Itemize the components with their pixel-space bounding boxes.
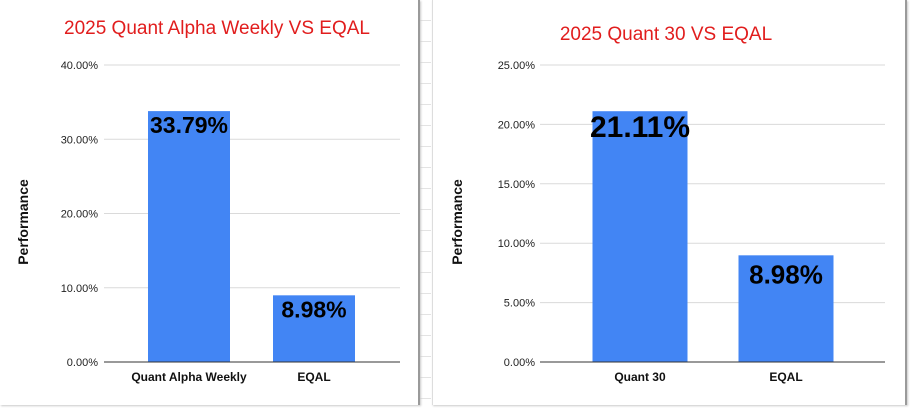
data-label: 8.98%	[749, 259, 823, 289]
bar-eqal[interactable]	[738, 255, 834, 362]
chart-title: 2025 Quant 30 VS EQAL	[560, 24, 772, 45]
data-label: 8.98%	[281, 296, 346, 322]
y-tick-label: 0.00%	[67, 357, 98, 369]
data-label: 33.79%	[150, 112, 228, 138]
chart-svg-quant-alpha: 2025 Quant Alpha Weekly VS EQAL 0.00% 10.0…	[15, 18, 400, 384]
x-category-label: Quant 30	[614, 370, 666, 384]
sheet-gridlines-gap	[420, 0, 431, 409]
y-tick-label: 20.00%	[61, 209, 99, 221]
x-category-label: Quant Alpha Weekly	[131, 370, 247, 384]
chart-panel-quant-30[interactable]: 2025 Quant 30 VS EQAL 0.00% 5.00% 10.00% 15.…	[432, 0, 907, 405]
bar-quant-30[interactable]	[592, 111, 688, 363]
bar-quant-alpha-weekly[interactable]	[148, 111, 230, 362]
y-axis-title: Performance	[15, 179, 31, 265]
y-tick-label: 25.00%	[498, 60, 536, 72]
y-tick-label: 10.00%	[498, 238, 536, 250]
y-tick-label: 30.00%	[61, 134, 99, 146]
bar-eqal[interactable]	[273, 295, 355, 362]
chart-title: 2025 Quant Alpha Weekly VS EQAL	[64, 18, 370, 39]
x-category-label: EQAL	[297, 370, 330, 384]
y-tick-label: 15.00%	[498, 179, 536, 191]
y-axis-title: Performance	[449, 179, 465, 265]
chart-svg-quant-30: 2025 Quant 30 VS EQAL 0.00% 5.00% 10.00% 15.…	[449, 24, 885, 384]
x-category-label: EQAL	[769, 370, 802, 384]
y-tick-label: 5.00%	[504, 298, 535, 310]
chart-panel-quant-alpha[interactable]: 2025 Quant Alpha Weekly VS EQAL 0.00% 10.0…	[0, 0, 420, 405]
y-tick-label: 20.00%	[498, 119, 536, 131]
y-tick-label: 0.00%	[504, 357, 535, 369]
data-label: 21.11%	[590, 111, 690, 144]
y-tick-label: 10.00%	[61, 283, 99, 295]
y-tick-label: 40.00%	[61, 60, 99, 72]
